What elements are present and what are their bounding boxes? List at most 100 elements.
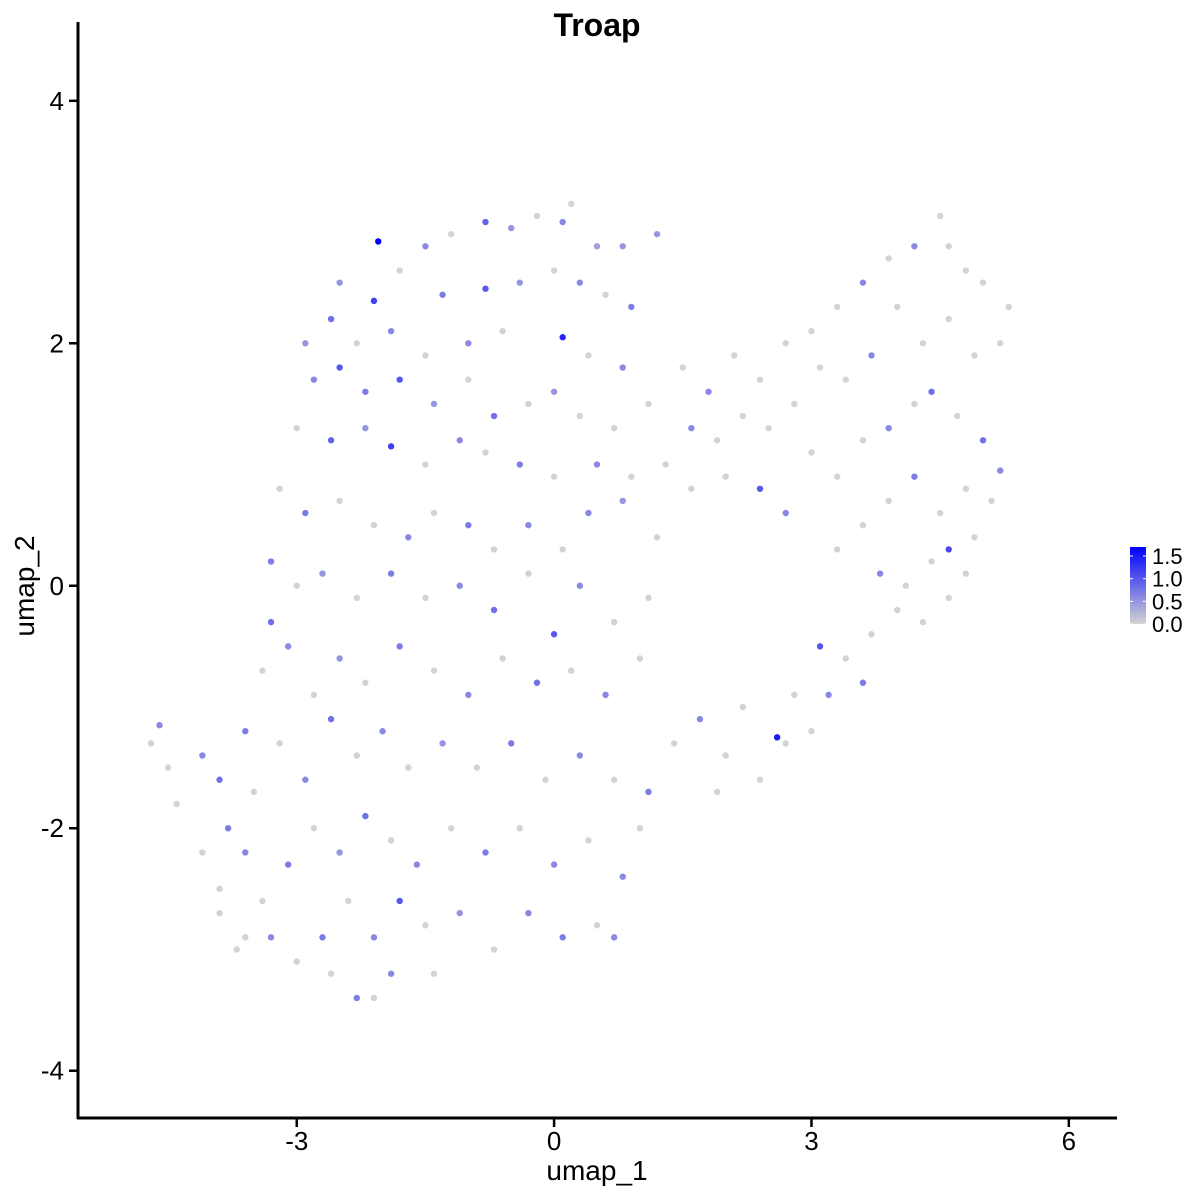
cell-point <box>370 934 378 941</box>
cell-point <box>662 461 669 468</box>
cell-point <box>405 534 412 541</box>
cell-point <box>147 740 155 747</box>
cell-point <box>559 218 566 226</box>
cell-point <box>336 279 343 286</box>
cell-point <box>619 497 626 505</box>
points-layer <box>147 200 1012 1002</box>
cell-point <box>859 679 867 686</box>
cell-point <box>310 376 318 383</box>
cell-point <box>610 934 618 941</box>
cell-point <box>971 352 978 359</box>
cell-point <box>353 340 361 347</box>
cell-point <box>808 327 815 335</box>
cell-point <box>233 946 240 953</box>
cell-point <box>216 776 223 783</box>
cell-point <box>430 970 438 977</box>
cell-point <box>525 570 532 577</box>
cell-point <box>628 303 635 311</box>
cell-point <box>447 230 455 238</box>
cell-point <box>833 303 841 311</box>
cell-point <box>482 218 489 226</box>
cell-point <box>370 521 378 529</box>
cell-point <box>833 546 841 553</box>
cell-point <box>465 376 472 383</box>
cell-point <box>499 655 506 662</box>
cell-point <box>782 340 789 347</box>
cell-point <box>628 473 635 480</box>
cell-point <box>284 861 292 868</box>
cell-point <box>653 230 661 238</box>
cell-point <box>773 734 781 741</box>
cell-point <box>533 679 541 686</box>
cell-point <box>387 327 395 335</box>
cell-point <box>979 279 987 286</box>
cell-point <box>731 352 738 359</box>
cell-point <box>859 279 867 286</box>
cell-point <box>465 691 472 699</box>
colorbar-label: 0.5 <box>1152 589 1183 614</box>
cell-point <box>336 497 343 505</box>
cell-point <box>447 825 455 832</box>
x-axis-label: umap_1 <box>546 1155 647 1186</box>
cell-point <box>242 849 249 856</box>
y-tick-label: -2 <box>41 813 64 843</box>
cell-point <box>550 631 558 638</box>
colorbar-label: 1.0 <box>1152 567 1183 592</box>
cell-point <box>962 267 970 274</box>
x-tick-label: -3 <box>285 1126 308 1156</box>
cell-point <box>293 958 300 965</box>
cell-point <box>499 327 506 335</box>
cell-point <box>911 473 918 480</box>
cell-point <box>576 752 584 759</box>
x-tick-label: 6 <box>1062 1126 1076 1156</box>
colorbar-label: 1.5 <box>1152 544 1183 569</box>
cell-point <box>739 703 747 711</box>
cell-point <box>996 340 1004 347</box>
cell-point <box>945 594 952 602</box>
cell-point <box>610 618 618 626</box>
cell-point <box>722 473 729 480</box>
cell-point <box>782 509 789 517</box>
cell-point <box>490 606 498 614</box>
cell-point <box>353 752 361 759</box>
cell-point <box>310 691 318 699</box>
cell-point <box>593 243 601 250</box>
cell-point <box>387 570 395 577</box>
cell-point <box>868 631 875 638</box>
cell-point <box>456 437 463 444</box>
cell-point <box>859 521 867 529</box>
cell-point <box>816 364 824 371</box>
cell-point <box>919 618 927 626</box>
cell-point <box>525 400 532 408</box>
cell-point <box>825 691 832 699</box>
cell-point <box>490 412 498 420</box>
colorbar-label: 0.0 <box>1152 612 1183 637</box>
cell-point <box>327 715 335 723</box>
cell-point <box>379 728 386 735</box>
cell-point <box>293 424 300 432</box>
cell-point <box>387 970 395 977</box>
cell-point <box>610 776 618 783</box>
cell-point <box>422 594 429 602</box>
cell-point <box>362 679 369 686</box>
cell-point <box>585 352 592 359</box>
cell-point <box>259 897 266 905</box>
y-tick-label: 0 <box>50 571 64 601</box>
cell-point <box>713 788 721 796</box>
cell-point <box>430 509 438 517</box>
cell-point <box>559 934 566 941</box>
cell-point <box>619 873 626 880</box>
cell-point <box>362 424 369 432</box>
cell-point <box>327 970 335 977</box>
cell-point <box>911 400 918 408</box>
cell-point <box>576 412 584 420</box>
cell-point <box>593 461 601 468</box>
cell-point <box>645 788 652 796</box>
cell-point <box>396 376 403 383</box>
cell-point <box>645 594 652 602</box>
cell-point <box>894 303 901 311</box>
cell-point <box>782 740 789 747</box>
cell-point <box>911 243 918 250</box>
cell-point <box>619 243 626 250</box>
